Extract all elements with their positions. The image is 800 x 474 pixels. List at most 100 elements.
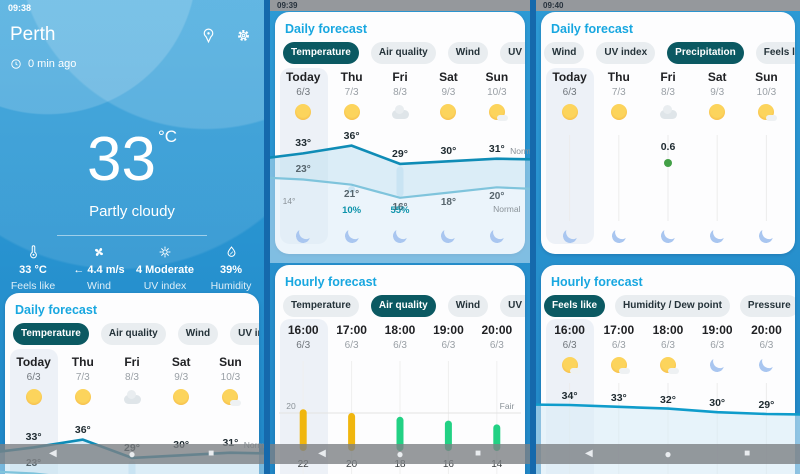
moon-icon [561, 227, 578, 244]
day-column[interactable]: Sun 10/3 [485, 70, 509, 98]
nav-back-button[interactable]: ◀ [584, 448, 593, 459]
tab-air-quality[interactable]: Air quality [100, 323, 166, 345]
card-title: Hourly forecast [285, 275, 377, 289]
day-column[interactable]: Fri 8/3 [124, 355, 140, 383]
nav-recents-button[interactable]: ■ [744, 448, 751, 459]
moon-icon [440, 227, 457, 244]
hour-column[interactable]: 17:00 6/3 [336, 323, 367, 351]
day-column[interactable]: Today 6/3 [16, 355, 51, 383]
day-weather-icons [275, 102, 525, 122]
day-column[interactable]: Fri 8/3 [392, 70, 408, 98]
moon-icon [709, 356, 726, 373]
stat-value: ← 4.4 m/s [73, 264, 125, 276]
tab-precipitation[interactable]: Precipitation [667, 42, 744, 64]
status-time: 09:40 [543, 1, 564, 10]
tab-feels-like[interactable]: Feels like [544, 295, 606, 317]
day-column[interactable]: Sat 9/3 [707, 70, 727, 98]
tab-wind[interactable]: Wind [447, 295, 489, 317]
stat-label: Wind [87, 280, 111, 292]
day-column[interactable]: Today 6/3 [552, 70, 587, 98]
tab-temperature[interactable]: Temperature [13, 323, 89, 345]
android-nav-bar: ◀ ● ■ [270, 444, 530, 464]
day-column[interactable]: Today 6/3 [285, 70, 321, 98]
tab-uv-index[interactable]: UV index [500, 42, 525, 64]
card-title: Daily forecast [15, 303, 97, 317]
day-column[interactable]: Thu 7/3 [340, 70, 363, 98]
sun-icon [561, 104, 578, 120]
current-temperature: 33 °C [86, 125, 178, 194]
tab-uv-index[interactable]: UV index [230, 323, 259, 345]
hour-column[interactable]: 18:00 6/3 [652, 323, 684, 351]
moon-icon [709, 227, 726, 244]
sun-cloud-icon [758, 104, 778, 121]
settings-gear-icon[interactable] [235, 27, 252, 44]
day-column[interactable]: Sun 10/3 [219, 355, 242, 383]
sun-icon [440, 104, 457, 120]
day-column[interactable]: Thu 7/3 [71, 355, 94, 383]
panel-daily-precipitation: 09:40 Daily forecast Wind UV index Preci… [536, 0, 800, 474]
cloud-icon [123, 389, 141, 404]
tab-feels-like[interactable]: Feels like [755, 42, 795, 64]
daily-forecast-card: Daily forecast Temperature Air quality W… [270, 12, 530, 263]
hour-column[interactable]: 19:00 6/3 [433, 323, 464, 351]
hour-column[interactable]: 20:00 6/3 [751, 323, 782, 351]
hourly-air-quality-chart[interactable]: 20 Fair 22 20 18 16 14 [279, 361, 521, 474]
hour-column[interactable]: 20:00 6/3 [481, 323, 513, 351]
condition-text: Partly cloudy [89, 203, 175, 220]
uv-sun-icon [159, 246, 171, 257]
card-title: Daily forecast [551, 22, 633, 36]
moon-icon [295, 227, 312, 244]
moon-icon [343, 227, 360, 244]
sun-icon [25, 389, 42, 405]
nav-home-button[interactable]: ● [664, 447, 672, 461]
night-icons-row [275, 225, 525, 247]
nav-recents-button[interactable]: ■ [474, 448, 482, 459]
tab-air-quality[interactable]: Air quality [370, 42, 436, 64]
day-weather-icons [5, 387, 259, 407]
hour-column[interactable]: 16:00 6/3 [287, 323, 319, 351]
day-column[interactable]: Sat 9/3 [171, 355, 191, 383]
tab-uv-index[interactable]: UV index [596, 42, 656, 64]
nav-recents-button[interactable]: ■ [208, 448, 215, 459]
daily-temperature-chart[interactable]: 33°36°29°30°31°23°21°16°18°20°10%55%Norm… [270, 130, 530, 263]
location-pin-icon[interactable] [200, 27, 217, 44]
tab-pressure[interactable]: Pressure [739, 295, 795, 317]
sun-cloud-icon [488, 104, 508, 121]
hour-column[interactable]: 18:00 6/3 [384, 323, 416, 351]
day-weather-icons [541, 102, 795, 122]
day-column[interactable]: Fri 8/3 [660, 70, 676, 98]
header-actions [200, 27, 252, 44]
day-column[interactable]: Sat 9/3 [439, 70, 458, 98]
tab-temperature[interactable]: Temperature [283, 295, 359, 317]
nav-home-button[interactable]: ● [128, 447, 136, 461]
tab-humidity-dew-point[interactable]: Humidity / Dew point [615, 295, 730, 317]
sun-icon [74, 389, 91, 405]
hour-column[interactable]: 16:00 6/3 [554, 323, 585, 351]
sun-cloud-icon [561, 357, 581, 374]
nav-back-button[interactable]: ◀ [48, 448, 57, 459]
nav-back-button[interactable]: ◀ [318, 448, 326, 459]
tab-wind[interactable]: Wind [447, 42, 489, 64]
stat-feels-like: 33 °C Feels like [0, 243, 66, 292]
fan-icon [95, 247, 103, 256]
stat-value: 33 °C [19, 264, 47, 276]
hour-column[interactable]: 17:00 6/3 [603, 323, 635, 351]
tab-wind[interactable]: Wind [544, 42, 585, 64]
tab-temperature[interactable]: Temperature [283, 42, 359, 64]
stat-label: Humidity [210, 280, 252, 292]
tab-air-quality[interactable]: Air quality [370, 295, 436, 317]
sun-icon [709, 104, 726, 120]
clock-icon [11, 59, 21, 69]
hour-column[interactable]: 19:00 6/3 [701, 323, 733, 351]
stats-row: 33 °C Feels like ← 4.4 m/s Wind 4 Modera… [0, 243, 264, 292]
tab-uv-index[interactable]: UV index [500, 295, 525, 317]
nav-home-button[interactable]: ● [396, 447, 404, 461]
moon-icon [391, 227, 408, 244]
tab-wind[interactable]: Wind [177, 323, 219, 345]
day-column[interactable]: Thu 7/3 [607, 70, 630, 98]
card-title: Daily forecast [285, 22, 367, 36]
sun-icon [343, 104, 360, 120]
last-updated: 0 min ago [10, 58, 76, 70]
daily-precipitation-chart[interactable]: 0.6 [545, 133, 791, 223]
day-column[interactable]: Sun 10/3 [755, 70, 778, 98]
